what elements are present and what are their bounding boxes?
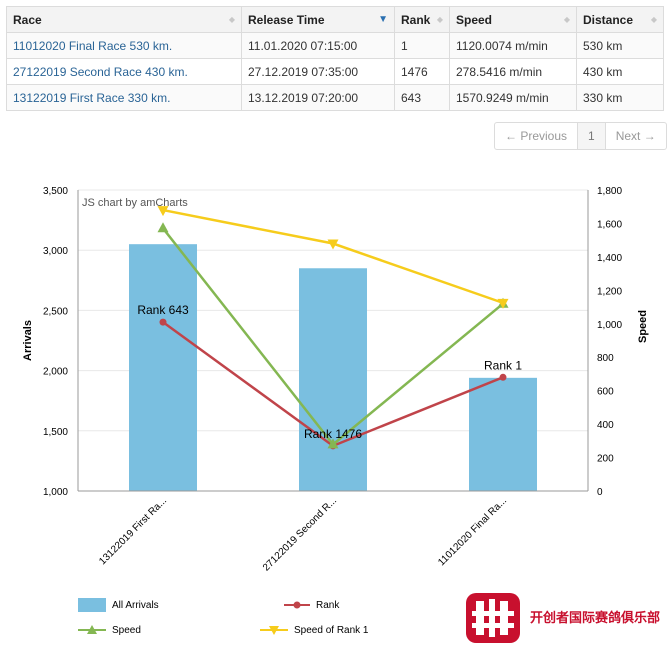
race-link[interactable]: 27122019 Second Race 430 km. bbox=[13, 64, 188, 79]
rank-point bbox=[159, 318, 167, 326]
legend-swatch bbox=[78, 598, 106, 612]
speed-cell: 1120.0074 m/min bbox=[449, 32, 577, 59]
sort-icon[interactable]: ◆ bbox=[650, 14, 657, 24]
column-header-label: Speed bbox=[456, 12, 493, 27]
previous-page-button[interactable]: ← Previous bbox=[505, 129, 568, 143]
rank-cell: 643 bbox=[394, 84, 450, 111]
speed-rank1-point bbox=[327, 239, 339, 250]
race-link[interactable]: 13122019 First Race 330 km. bbox=[13, 90, 171, 105]
column-header-rank[interactable]: Rank ◆ bbox=[394, 6, 450, 33]
speed-rank1-point bbox=[497, 298, 509, 309]
y2-tick-label: 1,000 bbox=[597, 320, 622, 331]
y2-tick-label: 1,400 bbox=[597, 253, 622, 264]
distance-cell: 330 km bbox=[576, 84, 664, 111]
distance-cell: 530 km bbox=[576, 32, 664, 59]
race-chart: Rank 643 Rank 1476 Rank 1 1,000 1,500 2,000 2… bbox=[22, 186, 649, 574]
club-name: 开创者国际赛鸽俱乐部 bbox=[530, 610, 661, 625]
rank-cell: 1476 bbox=[394, 58, 450, 85]
column-header-label: Race bbox=[13, 12, 42, 27]
rank-data-label: Rank 1476 bbox=[304, 427, 362, 441]
y-axis-title: Arrivals bbox=[22, 320, 34, 361]
race-cell: 11012020 Final Race 530 km. bbox=[6, 32, 242, 59]
chart-credit[interactable]: JS chart by amCharts bbox=[82, 197, 188, 209]
bar bbox=[129, 244, 197, 491]
legend-label: Rank bbox=[316, 599, 340, 611]
column-header-race[interactable]: Race ◆ bbox=[6, 6, 242, 33]
sort-icon[interactable]: ◆ bbox=[436, 14, 443, 24]
y-tick-label: 3,500 bbox=[43, 186, 68, 197]
table-row: 11012020 Final Race 530 km. 11.01.2020 0… bbox=[6, 32, 664, 59]
club-logo: 开创者国际赛鸽俱乐部 bbox=[462, 589, 662, 645]
table-row: 27122019 Second Race 430 km. 27.12.2019 … bbox=[6, 58, 664, 85]
club-seal-icon bbox=[466, 593, 520, 643]
legend-item-all-arrivals[interactable]: All Arrivals bbox=[78, 598, 159, 612]
race-link[interactable]: 11012020 Final Race 530 km. bbox=[13, 38, 173, 53]
speed-cell: 278.5416 m/min bbox=[449, 58, 577, 85]
y-tick-label: 3,000 bbox=[43, 246, 68, 257]
rank-point bbox=[499, 373, 507, 381]
column-header-label: Rank bbox=[401, 12, 431, 27]
legend-item-speed[interactable]: Speed bbox=[78, 624, 141, 636]
pagination: ← Previous 1 Next → bbox=[494, 122, 667, 150]
sort-icon[interactable]: ◆ bbox=[563, 14, 570, 24]
release-time-cell: 11.01.2020 07:15:00 bbox=[241, 32, 395, 59]
y2-tick-label: 1,200 bbox=[597, 286, 622, 297]
y2-tick-label: 1,800 bbox=[597, 186, 622, 197]
races-table: Race ◆ Release Time ▼ Rank ◆ Speed ◆ Distanc… bbox=[6, 6, 664, 111]
x-tick-label: 13122019 First Ra... bbox=[97, 495, 169, 567]
rank-data-label: Rank 643 bbox=[137, 303, 189, 317]
speed-cell: 1570.9249 m/min bbox=[449, 84, 577, 111]
speed-point bbox=[327, 438, 339, 449]
legend-item-rank[interactable]: Rank bbox=[284, 599, 339, 611]
y2-tick-label: 800 bbox=[597, 353, 614, 364]
rank-data-label: Rank 1 bbox=[484, 358, 522, 372]
distance-cell: 430 km bbox=[576, 58, 664, 85]
column-header-release-time[interactable]: Release Time ▼ bbox=[241, 6, 395, 33]
y2-axis-title: Speed bbox=[637, 310, 649, 343]
x-tick-label: 11012020 Final Ra... bbox=[436, 495, 509, 568]
legend-item-speed-of-rank-1[interactable]: Speed of Rank 1 bbox=[260, 624, 369, 636]
legend-label: Speed of Rank 1 bbox=[294, 624, 369, 636]
y2-tick-label: 0 bbox=[597, 487, 603, 498]
y2-tick-label: 200 bbox=[597, 454, 614, 465]
next-page-button[interactable]: Next → bbox=[615, 129, 656, 143]
table-row: 13122019 First Race 330 km. 13.12.2019 0… bbox=[6, 84, 664, 111]
rank-cell: 1 bbox=[394, 32, 450, 59]
legend-label: All Arrivals bbox=[112, 599, 159, 611]
column-header-speed[interactable]: Speed ◆ bbox=[449, 6, 577, 33]
table-header-row: Race ◆ Release Time ▼ Rank ◆ Speed ◆ Distanc… bbox=[6, 6, 664, 33]
column-header-label: Distance bbox=[583, 12, 634, 27]
release-time-cell: 13.12.2019 07:20:00 bbox=[241, 84, 395, 111]
legend-swatch bbox=[260, 626, 288, 635]
page-number-button[interactable]: 1 bbox=[577, 123, 606, 149]
speed-point bbox=[157, 222, 169, 233]
release-time-cell: 27.12.2019 07:35:00 bbox=[241, 58, 395, 85]
bar bbox=[299, 268, 367, 491]
legend-swatch bbox=[78, 625, 106, 634]
race-cell: 27122019 Second Race 430 km. bbox=[6, 58, 242, 85]
sort-icon[interactable]: ◆ bbox=[228, 14, 235, 24]
sort-descending-icon[interactable]: ▼ bbox=[378, 13, 388, 25]
y2-tick-label: 400 bbox=[597, 420, 614, 431]
y-tick-label: 2,000 bbox=[43, 367, 68, 378]
legend-label: Speed bbox=[112, 624, 141, 636]
y-tick-label: 1,500 bbox=[43, 427, 68, 438]
y-tick-label: 2,500 bbox=[43, 306, 68, 317]
column-header-distance[interactable]: Distance ◆ bbox=[576, 6, 664, 33]
speed-rank1-point bbox=[157, 206, 169, 217]
chart-lines: Rank 643 Rank 1476 Rank 1 bbox=[137, 206, 522, 450]
y-tick-label: 1,000 bbox=[43, 487, 68, 498]
legend-swatch bbox=[284, 601, 310, 609]
race-cell: 13122019 First Race 330 km. bbox=[6, 84, 242, 111]
chart-bars bbox=[129, 244, 537, 491]
column-header-label: Release Time bbox=[248, 12, 325, 27]
x-tick-label: 27122019 Second R... bbox=[261, 495, 339, 573]
y2-tick-label: 1,600 bbox=[597, 219, 622, 230]
y2-tick-label: 600 bbox=[597, 387, 614, 398]
bar bbox=[469, 377, 537, 491]
